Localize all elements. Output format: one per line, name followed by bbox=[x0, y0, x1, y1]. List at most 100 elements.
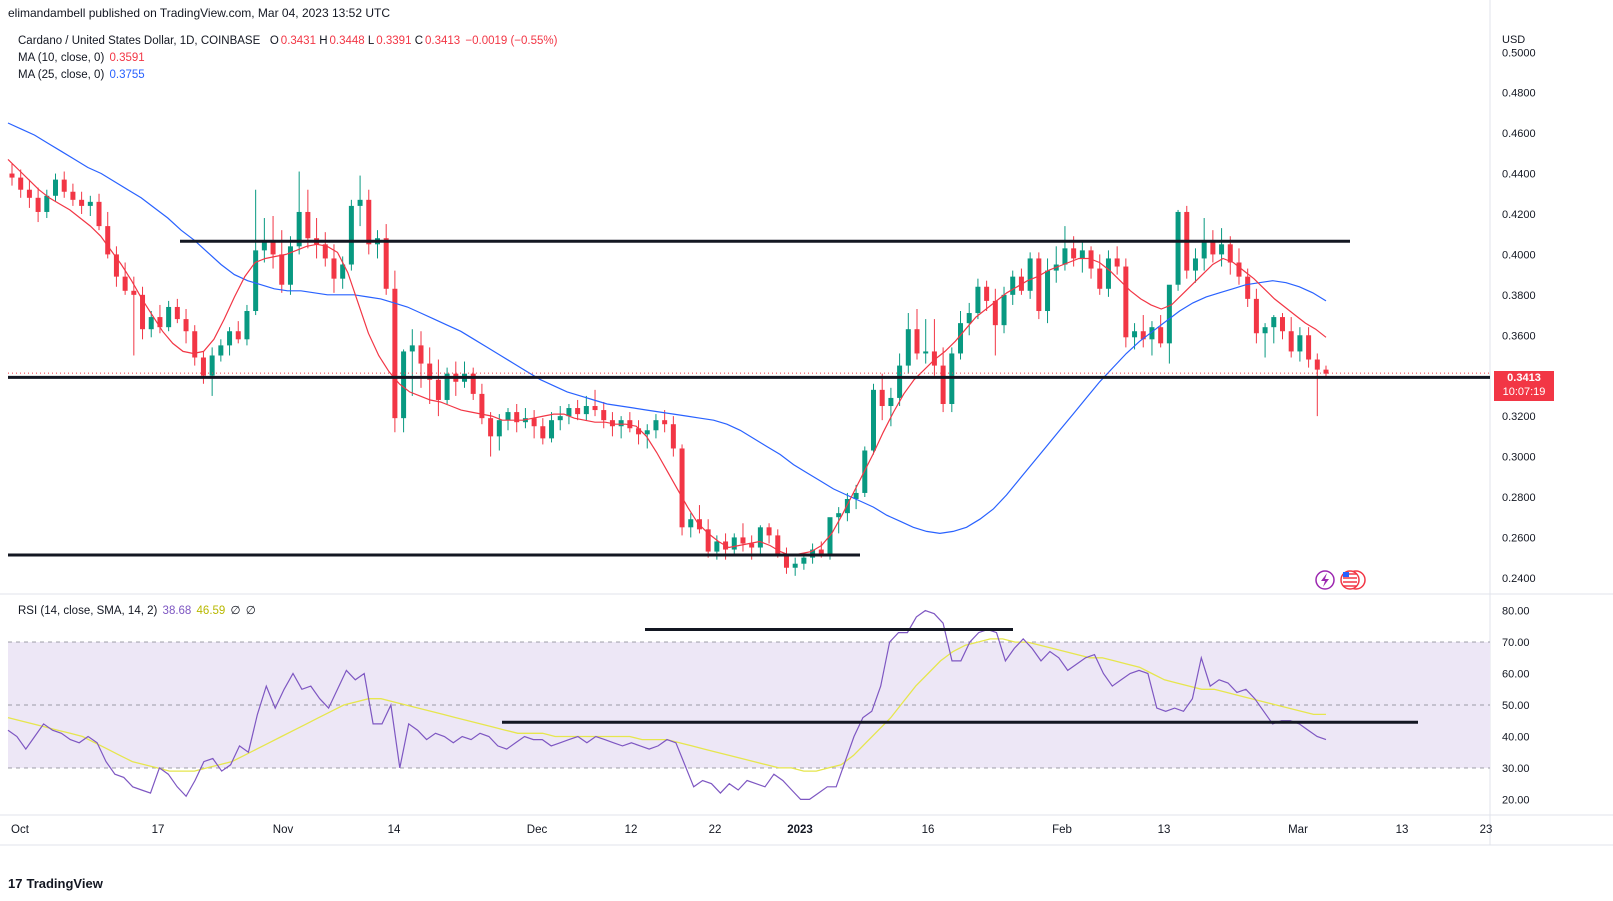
candle-up bbox=[801, 557, 807, 564]
candle-down bbox=[122, 276, 128, 291]
price-tick-label: 0.3600 bbox=[1502, 330, 1536, 342]
candle-up bbox=[227, 331, 233, 346]
candle-up bbox=[287, 246, 293, 285]
price-axis-unit: USD bbox=[1502, 34, 1525, 46]
rsi-extra1: ∅ bbox=[230, 605, 241, 617]
candle-up bbox=[87, 201, 93, 206]
countdown-value: 10:07:19 bbox=[1502, 386, 1546, 398]
candle-down bbox=[1279, 317, 1285, 332]
candle-down bbox=[1253, 298, 1259, 334]
candle-up bbox=[253, 250, 259, 312]
candle-down bbox=[679, 448, 685, 528]
low-label: L bbox=[367, 35, 375, 47]
candle-up bbox=[1262, 327, 1268, 334]
candle-up bbox=[1219, 244, 1225, 255]
main-legend: Cardano / United States Dollar, 1D, COIN… bbox=[18, 35, 557, 47]
candle-up bbox=[357, 199, 363, 206]
candle-up bbox=[870, 389, 876, 451]
candle-up bbox=[1192, 258, 1198, 271]
candle-down bbox=[592, 406, 598, 411]
candle-up bbox=[1105, 258, 1111, 289]
candle-up bbox=[958, 323, 964, 354]
candle-down bbox=[1314, 359, 1320, 370]
candle-up bbox=[505, 412, 511, 421]
candle-down bbox=[575, 408, 581, 415]
candle-up bbox=[166, 306, 172, 328]
candle-down bbox=[818, 549, 824, 554]
candle-down bbox=[174, 306, 180, 320]
rsi-extra2: ∅ bbox=[245, 605, 256, 617]
rsi-ma-value: 46.59 bbox=[196, 605, 226, 617]
candle-up bbox=[757, 527, 763, 548]
price-tick-label: 0.3800 bbox=[1502, 290, 1536, 302]
candle-down bbox=[627, 420, 633, 429]
close-label: C bbox=[414, 35, 423, 47]
candle-down bbox=[940, 365, 946, 404]
rsi-tick-label: 70.00 bbox=[1502, 637, 1530, 649]
ma10-legend[interactable]: MA (10, close, 0) 0.3591 bbox=[18, 52, 145, 64]
candle-up bbox=[148, 317, 154, 330]
time-tick-label: 23 bbox=[1480, 824, 1493, 836]
candle-up bbox=[409, 345, 415, 352]
candle-up bbox=[888, 397, 894, 407]
candle-up bbox=[401, 351, 407, 419]
candle-down bbox=[984, 286, 990, 301]
tv-mark-icon: 17 bbox=[8, 876, 23, 891]
us-flag-event-icon bbox=[1340, 570, 1366, 590]
candle-down bbox=[61, 179, 67, 192]
time-tick-label: 12 bbox=[625, 824, 638, 836]
candle-up bbox=[549, 420, 555, 439]
tradingview-logo[interactable]: 17 TradingView bbox=[8, 876, 103, 891]
candle-down bbox=[235, 331, 241, 340]
candle-up bbox=[1201, 240, 1207, 259]
rsi-legend[interactable]: RSI (14, close, SMA, 14, 2) 38.68 46.59 … bbox=[18, 603, 256, 617]
candle-up bbox=[966, 313, 972, 324]
candle-down bbox=[514, 412, 520, 423]
candle-up bbox=[261, 240, 267, 251]
price-tick-label: 0.2600 bbox=[1502, 532, 1536, 544]
candle-down bbox=[540, 426, 546, 439]
candle-down bbox=[1071, 248, 1077, 259]
candle-down bbox=[200, 357, 206, 376]
candle-up bbox=[714, 541, 720, 552]
candle-up bbox=[618, 420, 624, 427]
ma10-value: 0.3591 bbox=[109, 52, 145, 64]
candle-down bbox=[1245, 276, 1251, 299]
change-value: −0.0019 (−0.55%) bbox=[465, 35, 558, 47]
candle-up bbox=[653, 420, 659, 431]
price-tick-label: 0.4600 bbox=[1502, 128, 1536, 140]
high-value: 0.3448 bbox=[329, 35, 365, 47]
candle-down bbox=[470, 373, 476, 394]
rsi-tick-label: 20.00 bbox=[1502, 794, 1530, 806]
candle-down bbox=[1140, 331, 1146, 340]
last-price-tag: 0.3413 10:07:19 bbox=[1494, 371, 1554, 401]
candle-down bbox=[270, 240, 276, 255]
time-tick-label: 14 bbox=[388, 824, 401, 836]
candle-down bbox=[879, 389, 885, 407]
candle-down bbox=[766, 527, 772, 536]
candle-up bbox=[905, 329, 911, 366]
price-tick-label: 0.3200 bbox=[1502, 411, 1536, 423]
candle-up bbox=[296, 211, 302, 247]
candle-down bbox=[131, 290, 137, 295]
candle-down bbox=[70, 191, 76, 200]
time-tick-label: Dec bbox=[527, 824, 548, 836]
candle-up bbox=[340, 264, 346, 279]
candle-up bbox=[348, 205, 354, 265]
last-price-value: 0.3413 bbox=[1507, 372, 1541, 384]
us-flag-canton bbox=[1343, 572, 1349, 577]
symbol-name[interactable]: Cardano / United States Dollar, 1D, COIN… bbox=[18, 35, 261, 47]
candle-down bbox=[331, 258, 337, 279]
candle-down bbox=[1306, 335, 1312, 360]
candle-up bbox=[688, 519, 694, 528]
close-value: 0.3413 bbox=[425, 35, 461, 47]
candle-down bbox=[35, 197, 41, 212]
candle-down bbox=[705, 529, 711, 552]
candle-down bbox=[601, 410, 607, 421]
candle-down bbox=[140, 294, 146, 330]
ma25-legend[interactable]: MA (25, close, 0) 0.3755 bbox=[18, 69, 145, 81]
candle-up bbox=[444, 373, 450, 400]
candle-up bbox=[566, 408, 572, 417]
candle-down bbox=[1036, 258, 1042, 312]
